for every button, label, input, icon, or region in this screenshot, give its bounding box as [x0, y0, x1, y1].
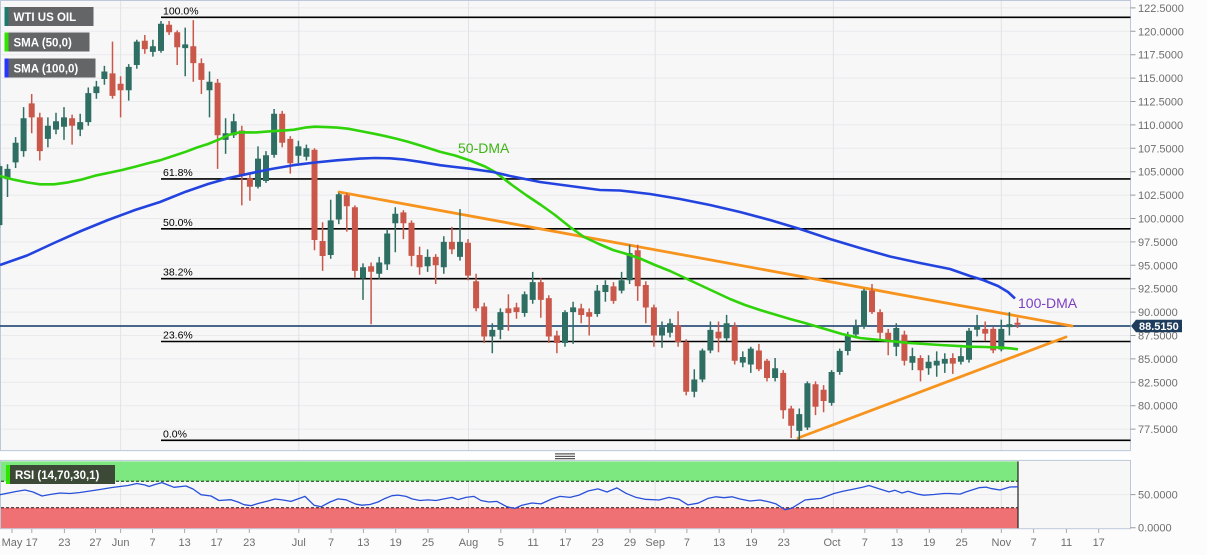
svg-text:85.0000: 85.0000 — [1138, 354, 1178, 366]
svg-text:13: 13 — [713, 537, 725, 549]
svg-text:23.6%: 23.6% — [163, 330, 193, 342]
svg-text:88.5150: 88.5150 — [1139, 321, 1179, 333]
svg-text:Sep: Sep — [645, 537, 665, 549]
svg-text:105.0000: 105.0000 — [1138, 167, 1184, 179]
svg-text:112.5000: 112.5000 — [1138, 97, 1183, 109]
svg-text:102.5000: 102.5000 — [1138, 190, 1184, 202]
svg-text:0.0000: 0.0000 — [1138, 523, 1172, 535]
svg-text:92.5000: 92.5000 — [1138, 284, 1178, 296]
svg-text:7: 7 — [1031, 537, 1037, 549]
svg-text:80.0000: 80.0000 — [1138, 401, 1178, 413]
svg-text:WTI US OIL: WTI US OIL — [14, 12, 77, 24]
svg-text:115.0000: 115.0000 — [1138, 73, 1183, 85]
svg-text:87.5000: 87.5000 — [1138, 331, 1178, 343]
svg-text:7: 7 — [862, 537, 868, 549]
svg-text:23: 23 — [592, 537, 604, 549]
svg-text:23: 23 — [778, 537, 790, 549]
svg-text:100-DMA: 100-DMA — [1018, 295, 1078, 311]
svg-text:19: 19 — [923, 537, 935, 549]
svg-text:90.0000: 90.0000 — [1138, 307, 1178, 319]
svg-text:122.5000: 122.5000 — [1138, 3, 1184, 15]
svg-text:7: 7 — [684, 537, 690, 549]
svg-text:SMA (100,0): SMA (100,0) — [14, 64, 79, 76]
svg-text:100.0000: 100.0000 — [1138, 214, 1184, 226]
svg-text:19: 19 — [745, 537, 757, 549]
svg-text:7: 7 — [328, 537, 334, 549]
svg-text:Oct: Oct — [823, 537, 840, 549]
svg-text:117.5000: 117.5000 — [1138, 50, 1183, 62]
svg-text:95.0000: 95.0000 — [1138, 260, 1178, 272]
svg-text:25: 25 — [422, 537, 434, 549]
svg-text:5: 5 — [498, 537, 504, 549]
svg-text:11: 11 — [1061, 537, 1072, 549]
svg-text:Nov: Nov — [992, 537, 1012, 549]
svg-text:100.0%: 100.0% — [163, 5, 199, 17]
svg-text:50.0%: 50.0% — [163, 217, 193, 229]
svg-text:23: 23 — [243, 537, 255, 549]
svg-text:29: 29 — [624, 537, 636, 549]
svg-text:17: 17 — [559, 537, 571, 549]
svg-text:13: 13 — [178, 537, 190, 549]
svg-text:110.0000: 110.0000 — [1138, 120, 1183, 132]
svg-text:120.0000: 120.0000 — [1138, 26, 1184, 38]
svg-text:17: 17 — [211, 537, 223, 549]
svg-text:May: May — [2, 537, 23, 549]
svg-text:107.5000: 107.5000 — [1138, 143, 1184, 155]
svg-text:17: 17 — [1093, 537, 1105, 549]
svg-text:SMA (50,0): SMA (50,0) — [14, 38, 73, 50]
svg-text:19: 19 — [390, 537, 402, 549]
svg-text:13: 13 — [357, 537, 369, 549]
svg-text:97.5000: 97.5000 — [1138, 237, 1178, 249]
svg-text:82.5000: 82.5000 — [1138, 377, 1178, 389]
svg-text:0.0%: 0.0% — [163, 428, 187, 440]
svg-text:Jul: Jul — [292, 537, 306, 549]
svg-text:7: 7 — [149, 537, 155, 549]
svg-text:50.0000: 50.0000 — [1138, 490, 1178, 502]
svg-text:RSI (14,70,30,1): RSI (14,70,30,1) — [15, 470, 100, 482]
svg-text:27: 27 — [89, 537, 101, 549]
svg-text:17: 17 — [26, 537, 38, 549]
svg-text:Jun: Jun — [112, 537, 130, 549]
svg-text:13: 13 — [891, 537, 903, 549]
svg-text:25: 25 — [955, 537, 967, 549]
svg-text:38.2%: 38.2% — [163, 267, 193, 279]
svg-text:23: 23 — [58, 537, 70, 549]
svg-text:Aug: Aug — [459, 537, 479, 549]
svg-text:61.8%: 61.8% — [163, 167, 193, 179]
svg-text:11: 11 — [527, 537, 538, 549]
svg-text:50-DMA: 50-DMA — [458, 140, 510, 156]
svg-text:77.5000: 77.5000 — [1138, 424, 1178, 436]
